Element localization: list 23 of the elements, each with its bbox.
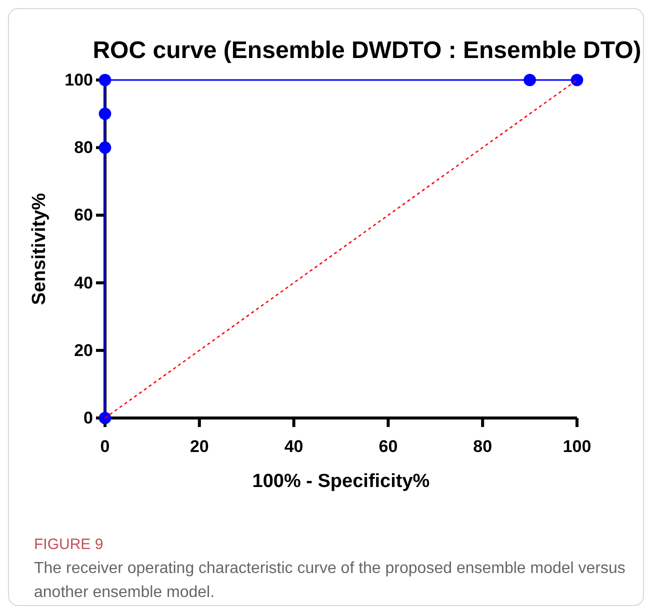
- x-axis-title: 100% - Specificity%: [252, 471, 430, 492]
- y-tick-label: 0: [84, 408, 93, 428]
- point: [98, 108, 112, 120]
- y-tick-label: 80: [74, 138, 93, 158]
- y-tick-label: 20: [74, 340, 93, 360]
- point: [98, 141, 112, 154]
- x-tick-label: 60: [378, 437, 398, 456]
- y-tick-label: 100: [64, 70, 93, 90]
- y-tick-label: 40: [74, 273, 93, 292]
- x-tick-label: 0: [100, 437, 110, 456]
- y-tick-label: 60: [74, 206, 93, 225]
- caption: FIGURE 9: [34, 535, 104, 555]
- x-tick-label: 20: [190, 437, 209, 456]
- x-tick-label: 40: [284, 437, 304, 456]
- point: [524, 74, 536, 86]
- point: [570, 74, 584, 86]
- x-tick-label: 80: [473, 437, 492, 456]
- y-axis-title: Sensitivity%: [29, 192, 50, 305]
- x-tick-label: 100: [562, 437, 592, 456]
- point: [98, 412, 112, 424]
- text: The receiver operating characteristic curve of the proposed ensemble model versus another ensemble model.: [34, 559, 626, 603]
- point: [98, 74, 112, 86]
- chart-title: ROC curve (Ensemble DWDTO : Ensemble DTO): [92, 37, 642, 64]
